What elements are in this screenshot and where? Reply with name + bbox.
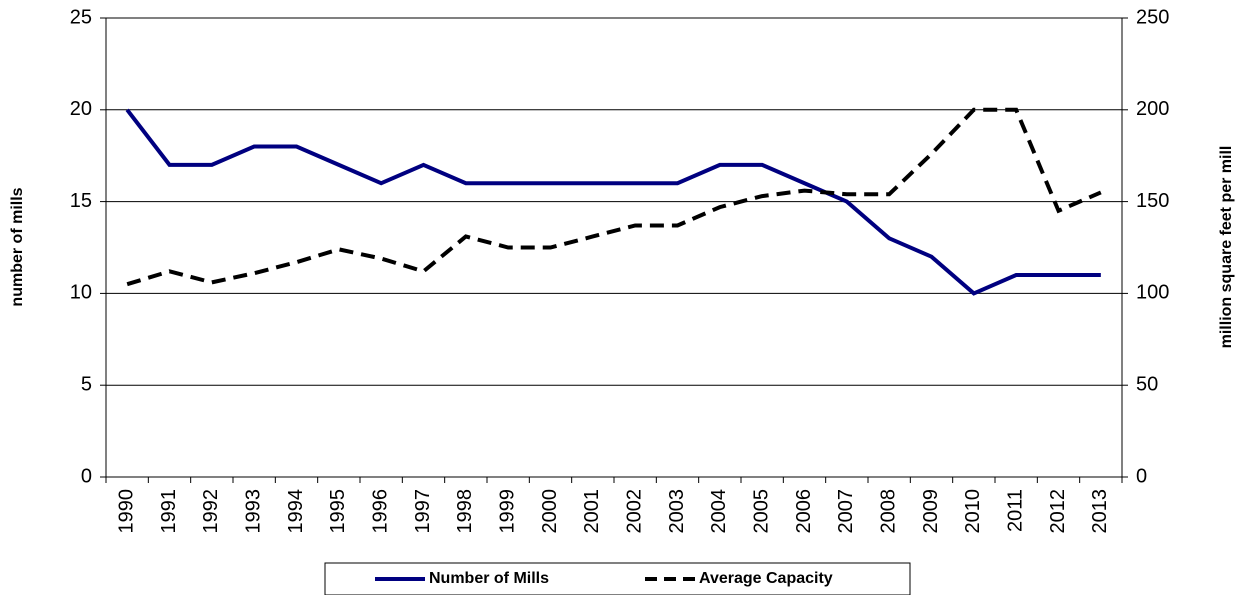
x-tick-label: 2004 xyxy=(708,489,730,534)
x-tick-label: 2010 xyxy=(962,489,984,534)
x-tick-label: 2002 xyxy=(623,489,645,534)
plot-frame xyxy=(105,17,1123,478)
x-tick-label: 1993 xyxy=(242,489,264,534)
x-tick-label: 1999 xyxy=(496,489,518,534)
x-tick-label: 1994 xyxy=(285,489,307,534)
x-tick-label: 1991 xyxy=(158,489,180,534)
x-tick-label: 2001 xyxy=(581,489,603,534)
x-tick-label: 2008 xyxy=(877,489,899,534)
y2-tick-label: 200 xyxy=(1136,98,1169,120)
x-tick-label: 1997 xyxy=(412,489,434,534)
y-axis-title: number of mills xyxy=(9,187,26,306)
x-tick-label: 1996 xyxy=(369,489,391,534)
x-tick-label: 1992 xyxy=(200,489,222,534)
x-tick-label: 2012 xyxy=(1047,489,1069,534)
y2-tick-label: 50 xyxy=(1136,373,1158,395)
x-tick-label: 1990 xyxy=(115,489,137,534)
x-tick-label: 2005 xyxy=(750,489,772,534)
y-tick-label: 0 xyxy=(81,465,92,487)
legend-label: Average Capacity xyxy=(699,570,833,587)
y-tick-label: 10 xyxy=(70,282,92,304)
x-tick-label: 1998 xyxy=(454,489,476,534)
x-tick-label: 2006 xyxy=(793,489,815,534)
y-tick-label: 20 xyxy=(70,98,92,120)
x-tick-label: 2013 xyxy=(1089,489,1111,534)
legend-label: Number of Mills xyxy=(429,570,549,587)
y2-axis-title: million square feet per mill xyxy=(1218,146,1235,349)
series-line xyxy=(125,108,1101,296)
y-tick-label: 15 xyxy=(70,190,92,212)
y-tick-label: 5 xyxy=(81,373,92,395)
y2-tick-label: 250 xyxy=(1136,6,1169,28)
y-tick-label: 25 xyxy=(70,6,92,28)
y2-tick-label: 100 xyxy=(1136,282,1169,304)
x-tick-label: 2000 xyxy=(539,489,561,534)
x-tick-label: 2007 xyxy=(835,489,857,534)
y2-tick-label: 0 xyxy=(1136,465,1147,487)
x-tick-label: 2011 xyxy=(1004,489,1026,532)
y2-tick-label: 150 xyxy=(1136,190,1169,212)
x-tick-label: 2009 xyxy=(920,489,942,534)
x-tick-label: 2003 xyxy=(666,489,688,534)
x-tick-label: 1995 xyxy=(327,489,349,534)
series-line xyxy=(126,107,1102,287)
